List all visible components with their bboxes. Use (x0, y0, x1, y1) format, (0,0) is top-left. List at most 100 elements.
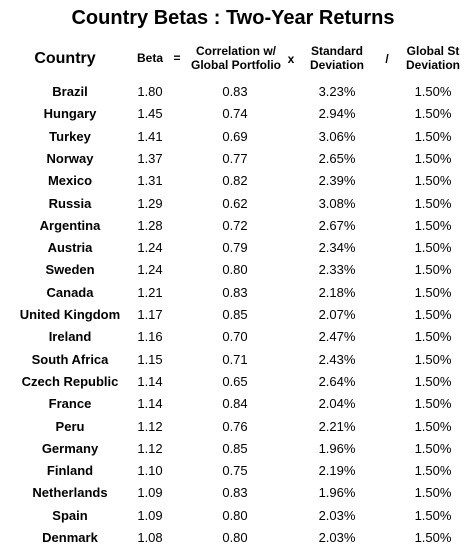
table-row: Ireland 1.16 0.70 2.47% 1.50% (0, 329, 466, 351)
correlation-cell: 0.80 (222, 507, 248, 523)
header-times: x (287, 52, 295, 66)
beta-cell: 1.14 (137, 373, 163, 389)
country-cell: Norway (46, 150, 94, 166)
correlation-cell: 0.83 (222, 84, 248, 99)
correlation-cell: 0.77 (222, 150, 248, 166)
global-sd-cell: 1.50% (414, 396, 452, 412)
table-row: Brazil 1.80 0.83 3.23% 1.50% (0, 84, 466, 106)
table-row: Denmark 1.08 0.80 2.03% 1.50% (0, 530, 466, 552)
table-row: Sweden 1.24 0.80 2.33% 1.50% (0, 262, 466, 284)
beta-cell: 1.45 (137, 106, 163, 122)
standard-deviation-cell: 3.06% (318, 128, 356, 144)
country-cell: United Kingdom (19, 307, 121, 322)
beta-cell: 1.09 (137, 507, 163, 523)
correlation-cell: 0.83 (222, 485, 248, 501)
correlation-cell: 0.83 (222, 284, 248, 300)
table-row: Mexico 1.31 0.82 2.39% 1.50% (0, 173, 466, 195)
global-sd-cell: 1.50% (414, 262, 452, 278)
country-cell: Canada (46, 284, 94, 300)
global-sd-cell: 1.50% (414, 530, 452, 545)
table-row: Hungary 1.45 0.74 2.94% 1.50% (0, 106, 466, 128)
country-cell: Sweden (45, 262, 95, 278)
country-cell: Netherlands (32, 485, 108, 501)
standard-deviation-cell: 2.67% (318, 217, 356, 233)
global-sd-cell: 1.50% (414, 240, 452, 256)
global-sd-cell: 1.50% (414, 217, 452, 233)
table-row: Canada 1.21 0.83 2.18% 1.50% (0, 285, 466, 307)
table-row: Argentina 1.28 0.72 2.67% 1.50% (0, 218, 466, 240)
global-sd-cell: 1.50% (414, 418, 452, 434)
table-row: United Kingdom 1.17 0.85 2.07% 1.50% (0, 307, 466, 329)
correlation-cell: 0.69 (222, 128, 248, 144)
beta-cell: 1.15 (137, 351, 163, 367)
beta-cell: 1.31 (137, 173, 163, 189)
country-cell: Germany (41, 440, 99, 456)
standard-deviation-cell: 2.34% (318, 240, 356, 256)
table-row: Germany 1.12 0.85 1.96% 1.50% (0, 441, 466, 463)
beta-cell: 1.24 (137, 240, 163, 256)
correlation-cell: 0.82 (222, 173, 248, 189)
correlation-cell: 0.65 (222, 373, 248, 389)
correlation-cell: 0.76 (222, 418, 248, 434)
global-sd-cell: 1.50% (414, 84, 452, 99)
standard-deviation-cell: 2.65% (318, 150, 356, 166)
correlation-cell: 0.70 (222, 329, 248, 345)
country-cell: Peru (55, 418, 85, 434)
header-sd-line2: Deviation (309, 58, 364, 72)
correlation-cell: 0.80 (222, 530, 248, 545)
correlation-cell: 0.74 (222, 106, 248, 122)
table-row: South Africa 1.15 0.71 2.43% 1.50% (0, 352, 466, 374)
country-cell: Russia (48, 195, 92, 211)
header-sd-line1: Standard (310, 44, 363, 58)
country-cell: Argentina (39, 217, 101, 233)
global-sd-cell: 1.50% (414, 150, 452, 166)
header-country: Country (34, 50, 96, 67)
table-row: Czech Republic 1.14 0.65 2.64% 1.50% (0, 374, 466, 396)
table-row: Spain 1.09 0.80 2.03% 1.50% (0, 508, 466, 530)
page-title: Country Betas : Two-Year Returns (71, 7, 395, 29)
global-sd-cell: 1.50% (414, 440, 452, 456)
beta-cell: 1.14 (137, 396, 163, 412)
country-cell: Denmark (42, 530, 98, 545)
beta-cell: 1.09 (137, 485, 163, 501)
table-row: Finland 1.10 0.75 2.19% 1.50% (0, 463, 466, 485)
global-sd-cell: 1.50% (414, 507, 452, 523)
global-sd-cell: 1.50% (414, 463, 452, 479)
global-sd-cell: 1.50% (414, 284, 452, 300)
beta-cell: 1.12 (137, 440, 163, 456)
global-sd-cell: 1.50% (414, 329, 452, 345)
global-sd-cell: 1.50% (414, 351, 452, 367)
standard-deviation-cell: 2.03% (318, 530, 356, 545)
beta-cell: 1.12 (137, 418, 163, 434)
table-row: Netherlands 1.09 0.83 1.96% 1.50% (0, 485, 466, 507)
correlation-cell: 0.80 (222, 262, 248, 278)
standard-deviation-cell: 2.03% (318, 507, 356, 523)
standard-deviation-cell: 3.23% (318, 84, 356, 99)
country-cell: Czech Republic (21, 373, 119, 389)
beta-cell: 1.08 (137, 530, 163, 545)
correlation-cell: 0.85 (222, 440, 248, 456)
standard-deviation-cell: 2.64% (318, 373, 356, 389)
beta-cell: 1.80 (137, 84, 163, 99)
header-equals: = (173, 51, 181, 65)
beta-cell: 1.21 (137, 284, 163, 300)
correlation-cell: 0.84 (222, 396, 248, 412)
beta-cell: 1.17 (137, 307, 163, 322)
beta-cell: 1.24 (137, 262, 163, 278)
header-gsd-line2: Deviation (405, 58, 460, 72)
correlation-cell: 0.75 (222, 463, 248, 479)
beta-cell: 1.29 (137, 195, 163, 211)
correlation-cell: 0.71 (222, 351, 248, 367)
standard-deviation-cell: 1.96% (318, 485, 356, 501)
header-global-sd: Global St Deviation (396, 44, 466, 72)
standard-deviation-cell: 2.04% (318, 396, 356, 412)
table-row: Turkey 1.41 0.69 3.06% 1.50% (0, 129, 466, 151)
country-cell: France (48, 396, 92, 412)
country-cell: Spain (52, 507, 88, 523)
beta-cell: 1.41 (137, 128, 163, 144)
country-cell: Turkey (49, 128, 91, 144)
table-row: France 1.14 0.84 2.04% 1.50% (0, 396, 466, 418)
table-row: Russia 1.29 0.62 3.08% 1.50% (0, 196, 466, 218)
country-cell: South Africa (31, 351, 109, 367)
standard-deviation-cell: 2.43% (318, 351, 356, 367)
